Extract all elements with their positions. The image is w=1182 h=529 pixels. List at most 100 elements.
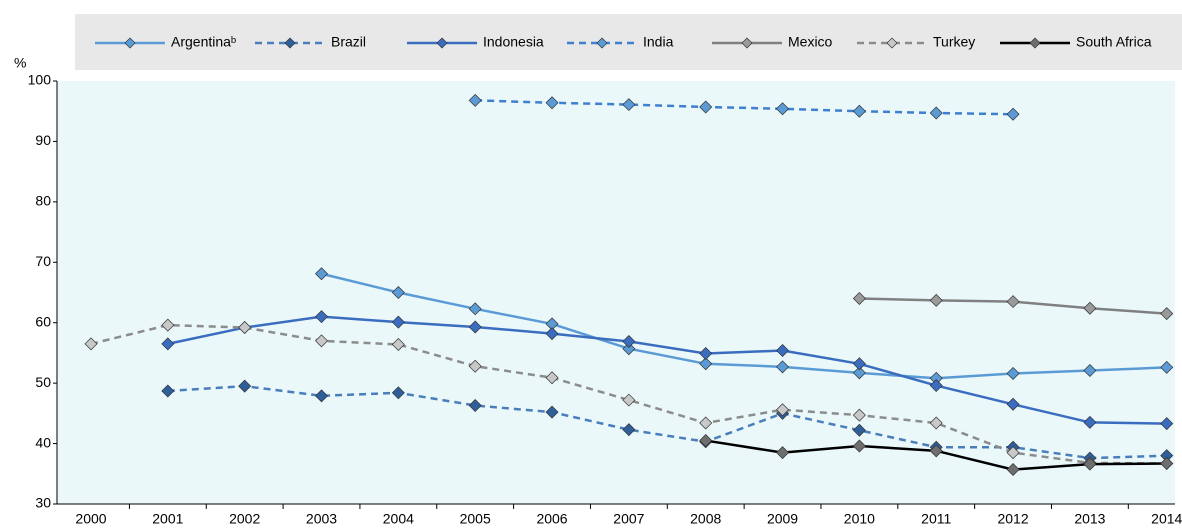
y-tick-label: 100 xyxy=(28,72,52,88)
x-tick-label: 2009 xyxy=(767,511,798,527)
point-marker xyxy=(1006,463,1020,477)
point-marker xyxy=(315,310,329,324)
point-marker xyxy=(391,315,405,329)
legend-label: Mexico xyxy=(788,34,833,50)
series-line xyxy=(475,99,1014,116)
point-marker xyxy=(699,416,713,430)
point-marker xyxy=(852,357,866,371)
series-line xyxy=(321,272,1167,380)
legend-marker xyxy=(284,37,296,49)
point-marker xyxy=(776,403,790,417)
x-tick-label: 2013 xyxy=(1074,511,1105,527)
y-tick-label: 40 xyxy=(35,434,51,450)
point-marker xyxy=(1006,397,1020,411)
point-marker xyxy=(468,359,482,373)
point-marker xyxy=(929,379,943,393)
legend-marker xyxy=(436,37,448,49)
point-marker xyxy=(852,366,866,380)
point-marker xyxy=(161,337,175,351)
legend-marker xyxy=(124,37,136,49)
x-tick-label: 2001 xyxy=(152,511,183,527)
point-marker xyxy=(84,337,98,351)
x-tick-label: 2002 xyxy=(229,511,260,527)
y-tick-label: 50 xyxy=(35,374,51,390)
point-marker xyxy=(929,106,943,120)
point-marker xyxy=(1160,417,1174,431)
point-marker xyxy=(1083,363,1097,377)
point-marker xyxy=(776,344,790,358)
point-marker xyxy=(468,320,482,334)
point-marker xyxy=(622,342,636,356)
y-tick-label: 80 xyxy=(35,193,51,209)
legend-label: Argentinaᵇ xyxy=(171,34,236,50)
x-tick-label: 2011 xyxy=(921,511,951,527)
point-marker xyxy=(315,334,329,348)
x-tick-label: 2006 xyxy=(536,511,567,527)
legend-marker xyxy=(596,37,608,49)
point-marker xyxy=(852,423,866,437)
legend-label: Brazil xyxy=(331,34,366,50)
point-marker xyxy=(776,102,790,116)
point-marker xyxy=(852,292,866,306)
point-marker xyxy=(1160,457,1174,471)
point-marker xyxy=(1006,295,1020,309)
point-marker xyxy=(545,371,559,385)
point-marker xyxy=(699,347,713,361)
legend-label: Indonesia xyxy=(483,34,544,50)
x-tick-label: 2008 xyxy=(690,511,721,527)
point-marker xyxy=(545,96,559,110)
x-tick-label: 2005 xyxy=(460,511,491,527)
point-marker xyxy=(315,267,329,281)
point-marker xyxy=(468,399,482,412)
y-axis-label: % xyxy=(14,55,26,71)
point-marker xyxy=(238,321,252,335)
legend-label: India xyxy=(643,34,674,50)
point-marker xyxy=(1083,301,1097,315)
point-marker xyxy=(699,100,713,114)
point-marker xyxy=(1006,366,1020,380)
x-tick-label: 2004 xyxy=(383,511,414,527)
x-tick-label: 2012 xyxy=(997,511,1028,527)
legend-label: South Africa xyxy=(1076,34,1152,50)
point-marker xyxy=(468,93,482,107)
y-tick-label: 30 xyxy=(35,495,51,511)
point-marker xyxy=(1160,360,1174,374)
series-line xyxy=(167,315,1167,425)
point-marker xyxy=(1083,457,1097,471)
point-marker xyxy=(776,360,790,374)
point-marker xyxy=(776,446,790,460)
point-marker xyxy=(1006,446,1020,460)
series-line xyxy=(90,323,1167,465)
legend-marker xyxy=(741,37,753,49)
point-marker xyxy=(852,439,866,453)
y-tick-label: 90 xyxy=(35,132,51,148)
point-marker xyxy=(468,302,482,316)
point-marker xyxy=(1160,307,1174,321)
point-marker xyxy=(238,379,252,393)
point-marker xyxy=(391,286,405,299)
point-marker xyxy=(852,104,866,118)
legend-label: Turkey xyxy=(933,34,975,50)
point-marker xyxy=(929,444,943,458)
point-marker xyxy=(315,389,329,403)
x-tick-label: 2000 xyxy=(75,511,106,527)
x-tick-label: 2003 xyxy=(306,511,337,527)
point-marker xyxy=(545,327,559,341)
point-marker xyxy=(161,384,175,398)
x-tick-label: 2014 xyxy=(1151,511,1182,527)
point-marker xyxy=(1006,107,1020,121)
x-tick-label: 2010 xyxy=(844,511,875,527)
point-marker xyxy=(699,434,713,448)
point-marker xyxy=(391,386,405,400)
point-marker xyxy=(1083,415,1097,429)
y-tick-label: 70 xyxy=(35,253,51,269)
point-marker xyxy=(391,337,405,351)
point-marker xyxy=(545,405,559,419)
legend-marker xyxy=(1029,37,1041,49)
point-marker xyxy=(622,393,636,407)
point-marker xyxy=(622,334,636,348)
point-marker xyxy=(699,357,713,371)
point-marker xyxy=(852,408,866,422)
plot-area xyxy=(57,81,1175,504)
